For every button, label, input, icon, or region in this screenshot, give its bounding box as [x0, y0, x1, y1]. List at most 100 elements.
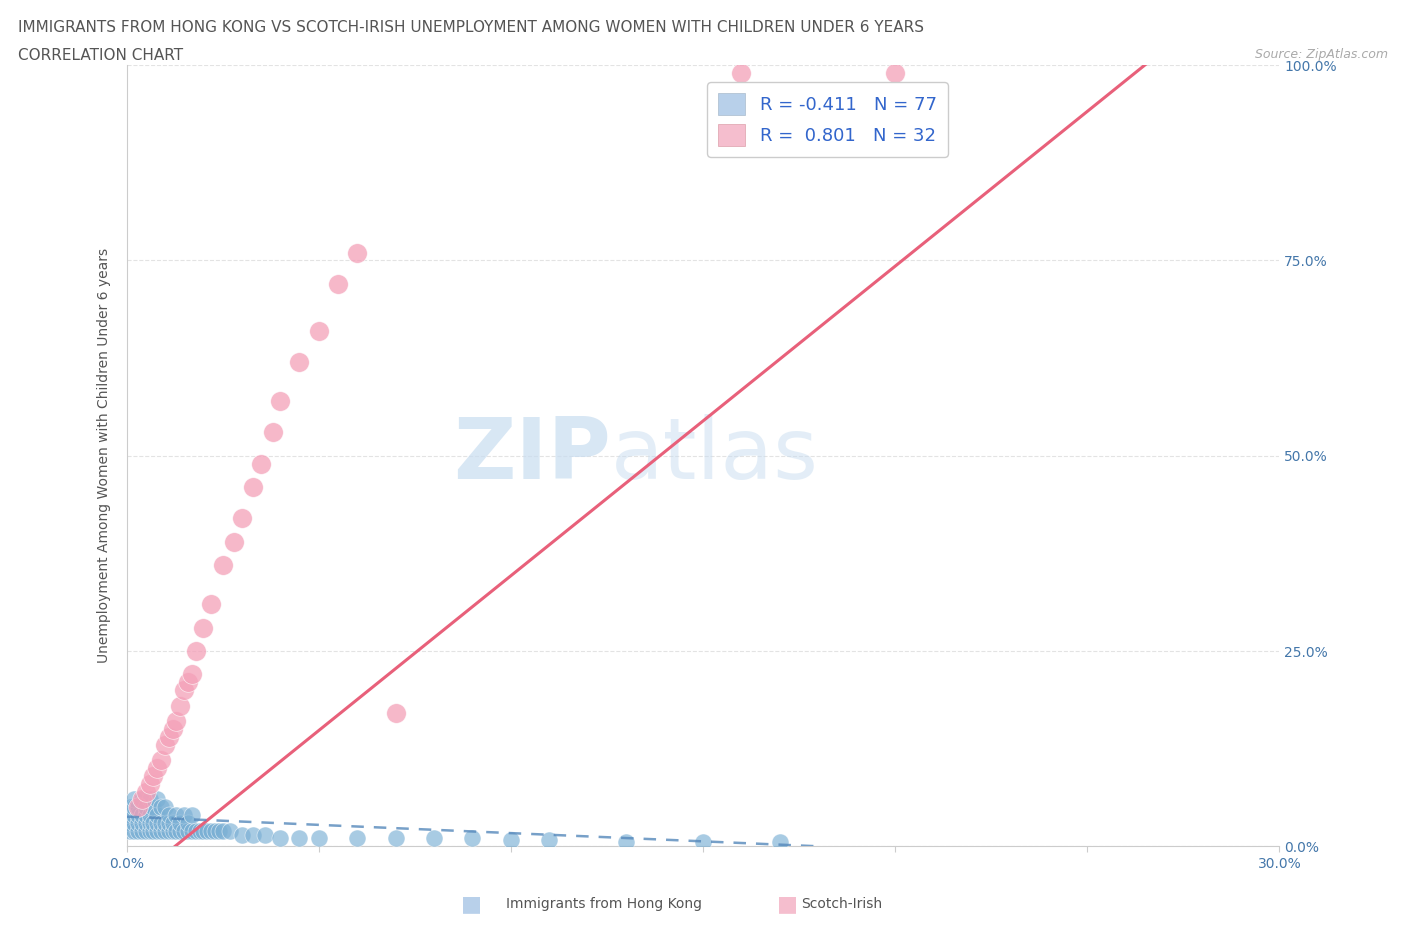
Point [120, 800, 142, 815]
Point [326, 276, 349, 291]
Point [150, 753, 173, 768]
Point [135, 816, 157, 830]
Point [262, 425, 284, 440]
Point [135, 784, 157, 799]
Point [138, 823, 160, 838]
Point [538, 832, 561, 847]
Point [193, 620, 215, 635]
Point [166, 807, 188, 822]
Text: Immigrants from Hong Kong: Immigrants from Hong Kong [506, 897, 702, 911]
Point [499, 832, 522, 847]
Point [122, 823, 145, 838]
Point [153, 800, 176, 815]
Point [269, 393, 291, 408]
Text: IMMIGRANTS FROM HONG KONG VS SCOTCH-IRISH UNEMPLOYMENT AMONG WOMEN WITH CHILDREN: IMMIGRANTS FROM HONG KONG VS SCOTCH-IRIS… [18, 20, 924, 35]
Point [384, 706, 406, 721]
Point [173, 823, 195, 838]
Point [200, 597, 222, 612]
Point [184, 644, 207, 658]
Point [146, 761, 169, 776]
Text: ■: ■ [461, 894, 481, 914]
Point [157, 807, 180, 822]
Point [162, 823, 184, 838]
Legend: R = -0.411   N = 77, R =  0.801   N = 32: R = -0.411 N = 77, R = 0.801 N = 32 [707, 82, 948, 156]
Point [211, 558, 233, 573]
Point [346, 246, 368, 260]
Point [219, 823, 242, 838]
Point [208, 823, 231, 838]
Point [162, 722, 184, 737]
Point [242, 480, 264, 495]
Point [127, 800, 149, 815]
Point [131, 792, 153, 807]
Point [138, 816, 160, 830]
Text: ■: ■ [778, 894, 797, 914]
Point [423, 831, 446, 846]
Point [127, 807, 149, 822]
Point [200, 823, 222, 838]
Point [884, 65, 907, 80]
Point [146, 816, 169, 830]
Text: atlas: atlas [610, 414, 818, 498]
Point [288, 831, 311, 846]
Point [120, 807, 142, 822]
Point [138, 777, 160, 791]
Point [166, 714, 188, 729]
Point [224, 534, 246, 549]
Point [211, 823, 233, 838]
Point [131, 823, 153, 838]
Point [127, 800, 149, 815]
Point [120, 816, 142, 830]
Text: Source: ZipAtlas.com: Source: ZipAtlas.com [1254, 48, 1388, 61]
Point [461, 831, 484, 846]
Point [146, 823, 169, 838]
Point [308, 324, 330, 339]
Point [195, 823, 218, 838]
Point [169, 816, 191, 830]
Point [153, 737, 176, 752]
Text: CORRELATION CHART: CORRELATION CHART [18, 48, 183, 63]
Point [384, 831, 406, 846]
Point [127, 816, 149, 830]
Point [157, 816, 180, 830]
Point [180, 807, 202, 822]
Point [162, 816, 184, 830]
Y-axis label: Unemployment Among Women with Children Under 6 years: Unemployment Among Women with Children U… [97, 248, 111, 663]
Point [122, 800, 145, 815]
Point [153, 816, 176, 830]
Point [180, 667, 202, 682]
Point [166, 823, 188, 838]
Point [150, 800, 173, 815]
Point [150, 816, 173, 830]
Point [614, 835, 637, 850]
Point [146, 807, 169, 822]
Point [177, 816, 200, 830]
Point [142, 816, 165, 830]
Point [269, 831, 291, 846]
Point [288, 354, 311, 369]
Point [180, 823, 202, 838]
Point [184, 823, 207, 838]
Point [169, 823, 191, 838]
Point [120, 823, 142, 838]
Point [253, 827, 276, 842]
Point [157, 729, 180, 744]
Point [135, 800, 157, 815]
Point [231, 511, 253, 525]
Point [142, 823, 165, 838]
Text: Scotch-Irish: Scotch-Irish [801, 897, 883, 911]
Point [169, 698, 191, 713]
Point [135, 823, 157, 838]
Point [138, 807, 160, 822]
Point [131, 792, 153, 807]
Point [150, 823, 173, 838]
Point [146, 792, 169, 807]
Point [122, 807, 145, 822]
Point [177, 675, 200, 690]
Point [346, 831, 368, 846]
Point [153, 823, 176, 838]
Point [308, 831, 330, 846]
Point [138, 792, 160, 807]
Point [131, 816, 153, 830]
Point [135, 807, 157, 822]
